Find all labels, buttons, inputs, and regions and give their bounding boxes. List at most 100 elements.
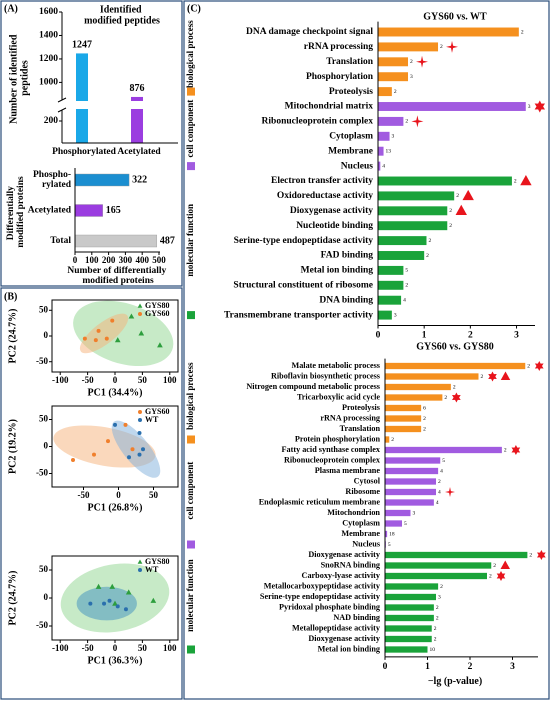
y-tick-label: -50 (36, 356, 48, 366)
count-label: 10 (430, 647, 436, 653)
count-label: 2 (453, 384, 456, 390)
y-tick-label: -50 (36, 468, 48, 478)
bar (378, 102, 526, 111)
group-swatch (187, 645, 195, 654)
y-tick-label: Mitochondrion (327, 508, 380, 517)
count-label: 2 (410, 59, 413, 65)
point (127, 455, 131, 460)
y-axis-label: PC2 (19.2%) (7, 419, 18, 474)
x-axis-label: PC1 (26.8%) (88, 502, 143, 513)
value-label: 165 (106, 205, 121, 216)
point (114, 337, 121, 343)
bar (385, 604, 434, 611)
point (123, 607, 128, 612)
legend-label: WT (145, 565, 159, 574)
x-tick-label: -50 (82, 375, 94, 385)
x-tick-label: -50 (82, 643, 94, 653)
bar (385, 551, 528, 559)
y-tick-label: Phosphorylation (306, 72, 374, 82)
group-label-group: biological process (185, 362, 195, 430)
legend-label: GYS60 (145, 407, 169, 416)
x-tick-label: 3 (514, 331, 519, 341)
y-tick-label: Riboflavin biosynthetic process (271, 371, 380, 380)
group-label: cell component (185, 462, 195, 520)
panel-c-frame (183, 0, 550, 700)
count-label: 2 (440, 44, 443, 50)
y-tick-label: 1200 (39, 54, 58, 64)
x-axis-label: PC1 (34.4%) (88, 387, 143, 398)
count-label: 2 (489, 573, 492, 579)
y-tick-label: 0 (44, 330, 49, 340)
significance-marker (411, 115, 424, 128)
bar (378, 131, 390, 141)
bar (378, 251, 425, 260)
axis-break-band (56, 101, 178, 109)
y-tick-label: 1600 (39, 7, 58, 17)
y-tick-label: 0 (44, 441, 49, 451)
y-tick-label: Membrane (328, 146, 373, 156)
x-tick-label: 0 (116, 490, 121, 500)
count-label: 3 (438, 594, 441, 600)
bar (378, 265, 404, 275)
bar (385, 467, 439, 475)
group-swatch (187, 162, 195, 171)
ellipse-layer (53, 420, 161, 478)
x-tick-label: 50 (149, 490, 159, 500)
x-tick-label: 0 (383, 662, 388, 672)
ellipse-layer (73, 300, 174, 367)
point (137, 452, 142, 457)
bar (74, 173, 130, 187)
y-tick-label: Dioxygenase activity (308, 634, 381, 643)
group-label-group: molecular function (185, 559, 195, 632)
bar (385, 457, 441, 464)
value-label: 876 (130, 83, 145, 94)
panel-label: (A) (4, 3, 18, 14)
count-label: 2 (434, 636, 437, 642)
count-label: 2 (428, 238, 431, 244)
significance-marker (446, 40, 458, 53)
x-tick-label: 0 (73, 255, 78, 265)
count-label: 2 (436, 605, 439, 611)
legend-label: GYS80 (145, 557, 169, 566)
significance-marker (537, 550, 546, 560)
bar (378, 116, 404, 126)
confidence-ellipse (73, 300, 174, 367)
count-label: 4 (438, 489, 441, 495)
y-tick-label: Pyridoxal phosphate binding (279, 602, 381, 611)
count-label: 2 (423, 426, 426, 432)
confidence-ellipse (76, 586, 137, 621)
y-tick-label: Fatty acid synthase complex (282, 445, 381, 454)
y-axis-label: PC2 (24.7%) (7, 309, 18, 364)
significance-marker (500, 560, 510, 569)
y-tick-label: NAD binding (333, 613, 381, 622)
x-tick-label: 3 (510, 662, 515, 672)
bar (385, 499, 434, 506)
significance-marker (511, 445, 521, 455)
x-tick-label: 400 (135, 255, 149, 265)
legend-marker (137, 559, 143, 564)
point (92, 452, 96, 457)
significance-marker (488, 371, 497, 382)
bar (385, 646, 428, 653)
bar (378, 221, 448, 231)
bar (74, 204, 103, 217)
y-tick-label: Cytosol (354, 476, 381, 485)
significance-marker (520, 175, 532, 186)
count-label: 2 (449, 223, 452, 229)
point (96, 328, 101, 333)
bar (378, 176, 512, 186)
count-label: 2 (521, 29, 524, 35)
bar (385, 383, 451, 391)
bar (385, 488, 436, 496)
x-tick-label: 2 (468, 662, 473, 672)
y-tick-label: Mitochondrial matrix (285, 102, 374, 112)
y-tick-label: Transmembrane transporter activity (224, 310, 373, 320)
confidence-ellipse (79, 313, 129, 354)
significance-marker (534, 361, 544, 371)
y-axis-label-group: PC2 (24.7%) (7, 309, 18, 364)
y-tick-label: Serine-type endopeptidase activity (234, 236, 374, 246)
y-tick-label: Membrane (341, 529, 380, 538)
y-tick-label: Proteolysis (329, 87, 373, 97)
count-label: 2 (449, 208, 452, 214)
bar (378, 72, 409, 82)
